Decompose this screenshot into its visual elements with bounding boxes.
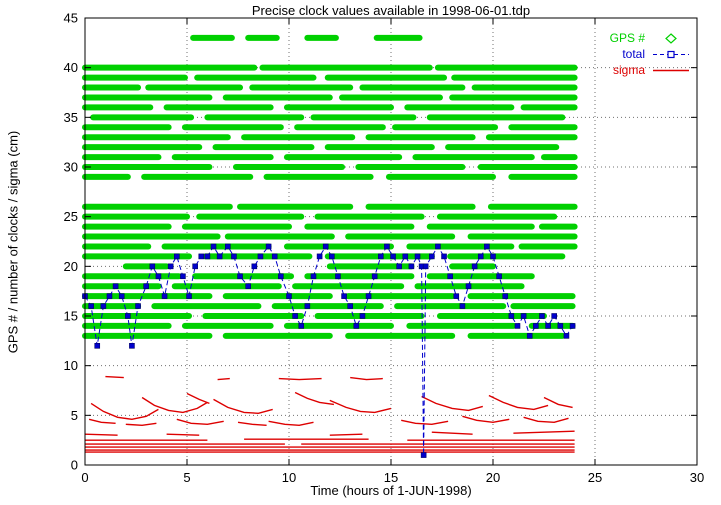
svg-text:25: 25 bbox=[588, 470, 602, 485]
svg-text:25: 25 bbox=[64, 209, 78, 224]
svg-text:10: 10 bbox=[282, 470, 296, 485]
svg-text:40: 40 bbox=[64, 60, 78, 75]
legend-item-sigma: sigma bbox=[610, 62, 691, 78]
gps-diamond-icon bbox=[665, 32, 677, 44]
sigma-line-icon bbox=[653, 69, 689, 71]
svg-text:30: 30 bbox=[64, 160, 78, 175]
svg-text:5: 5 bbox=[183, 470, 190, 485]
svg-text:45: 45 bbox=[64, 11, 78, 26]
legend-item-gps: GPS # bbox=[610, 30, 691, 46]
svg-text:15: 15 bbox=[384, 470, 398, 485]
x-axis-label: Time (hours of 1-JUN-1998) bbox=[310, 483, 472, 498]
svg-text:5: 5 bbox=[71, 408, 78, 423]
svg-text:30: 30 bbox=[690, 470, 704, 485]
legend-label-gps: GPS # bbox=[609, 31, 645, 45]
svg-text:15: 15 bbox=[64, 309, 78, 324]
svg-text:0: 0 bbox=[81, 470, 88, 485]
total-square-dashed-icon bbox=[653, 50, 689, 58]
legend-item-total: total bbox=[610, 46, 691, 62]
svg-text:0: 0 bbox=[71, 458, 78, 473]
svg-text:35: 35 bbox=[64, 110, 78, 125]
svg-text:20: 20 bbox=[64, 259, 78, 274]
svg-text:20: 20 bbox=[486, 470, 500, 485]
svg-text:10: 10 bbox=[64, 358, 78, 373]
legend-label-total: total bbox=[622, 47, 645, 61]
chart-title: Precise clock values available in 1998-0… bbox=[251, 3, 531, 18]
y-axis-label: GPS # / number of clocks / sigma (cm) bbox=[5, 130, 21, 354]
legend-label-sigma: sigma bbox=[612, 63, 645, 77]
legend: GPS # total sigma bbox=[610, 30, 691, 78]
